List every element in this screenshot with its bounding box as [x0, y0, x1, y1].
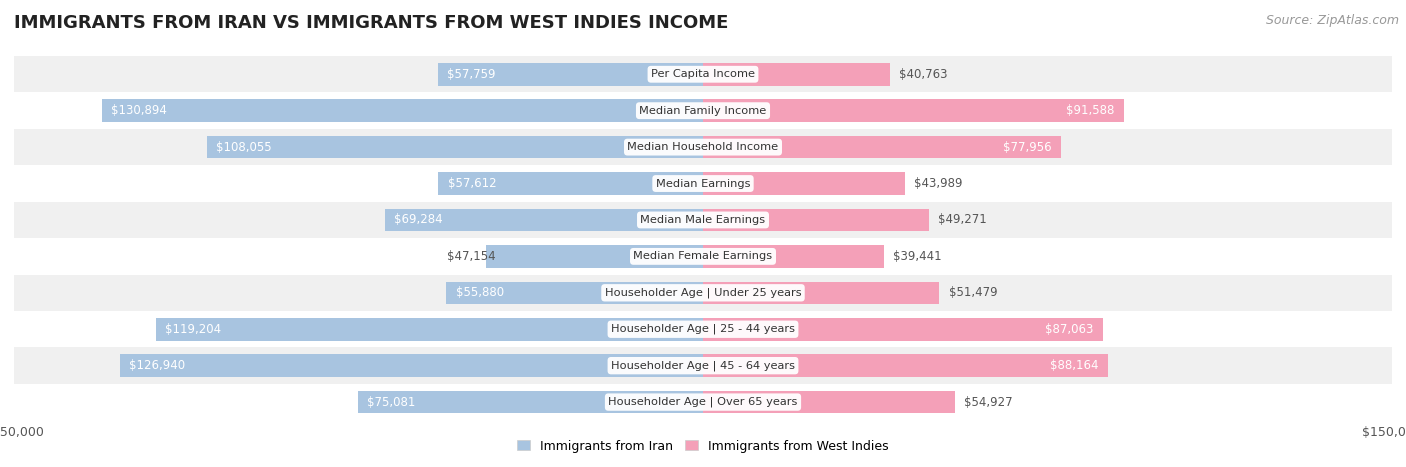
Bar — [703, 282, 939, 304]
Bar — [703, 99, 1123, 122]
Text: $119,204: $119,204 — [165, 323, 221, 336]
Bar — [156, 318, 703, 340]
Text: $130,894: $130,894 — [111, 104, 167, 117]
Text: $75,081: $75,081 — [367, 396, 416, 409]
Text: Median Female Earnings: Median Female Earnings — [634, 251, 772, 262]
Bar — [14, 56, 1392, 92]
Legend: Immigrants from Iran, Immigrants from West Indies: Immigrants from Iran, Immigrants from We… — [512, 435, 894, 458]
Bar — [703, 63, 890, 85]
Text: $91,588: $91,588 — [1066, 104, 1115, 117]
Bar — [14, 165, 1392, 202]
Text: Median Earnings: Median Earnings — [655, 178, 751, 189]
Bar — [703, 318, 1102, 340]
Text: $43,989: $43,989 — [914, 177, 963, 190]
Text: $51,479: $51,479 — [949, 286, 997, 299]
Bar — [14, 202, 1392, 238]
Text: Householder Age | 45 - 64 years: Householder Age | 45 - 64 years — [612, 361, 794, 371]
Bar — [14, 311, 1392, 347]
Text: $39,441: $39,441 — [893, 250, 942, 263]
Text: Householder Age | Over 65 years: Householder Age | Over 65 years — [609, 397, 797, 407]
Text: Median Household Income: Median Household Income — [627, 142, 779, 152]
Text: $108,055: $108,055 — [217, 141, 271, 154]
Text: $88,164: $88,164 — [1050, 359, 1098, 372]
Text: $49,271: $49,271 — [938, 213, 987, 226]
Bar — [703, 172, 905, 195]
Text: $54,927: $54,927 — [965, 396, 1014, 409]
Text: $77,956: $77,956 — [1004, 141, 1052, 154]
Bar — [120, 354, 703, 377]
Bar — [359, 391, 703, 413]
Bar — [703, 136, 1062, 158]
Bar — [439, 172, 703, 195]
Bar — [14, 384, 1392, 420]
Text: $69,284: $69,284 — [394, 213, 443, 226]
Text: Median Family Income: Median Family Income — [640, 106, 766, 116]
Text: Householder Age | Under 25 years: Householder Age | Under 25 years — [605, 288, 801, 298]
Text: Median Male Earnings: Median Male Earnings — [641, 215, 765, 225]
Text: $126,940: $126,940 — [129, 359, 186, 372]
Text: IMMIGRANTS FROM IRAN VS IMMIGRANTS FROM WEST INDIES INCOME: IMMIGRANTS FROM IRAN VS IMMIGRANTS FROM … — [14, 14, 728, 32]
Bar — [437, 63, 703, 85]
Text: $40,763: $40,763 — [900, 68, 948, 81]
Bar — [385, 209, 703, 231]
Bar — [446, 282, 703, 304]
Bar — [486, 245, 703, 268]
Bar — [14, 92, 1392, 129]
Text: $47,154: $47,154 — [447, 250, 495, 263]
Text: $87,063: $87,063 — [1045, 323, 1094, 336]
Text: $57,759: $57,759 — [447, 68, 495, 81]
Bar — [703, 354, 1108, 377]
Bar — [101, 99, 703, 122]
Text: Per Capita Income: Per Capita Income — [651, 69, 755, 79]
Bar — [14, 347, 1392, 384]
Bar — [14, 238, 1392, 275]
Bar — [703, 209, 929, 231]
Bar — [703, 245, 884, 268]
Text: $57,612: $57,612 — [447, 177, 496, 190]
Text: $55,880: $55,880 — [456, 286, 503, 299]
Text: Source: ZipAtlas.com: Source: ZipAtlas.com — [1265, 14, 1399, 27]
Text: Householder Age | 25 - 44 years: Householder Age | 25 - 44 years — [612, 324, 794, 334]
Bar — [703, 391, 955, 413]
Bar — [14, 275, 1392, 311]
Bar — [207, 136, 703, 158]
Bar — [14, 129, 1392, 165]
